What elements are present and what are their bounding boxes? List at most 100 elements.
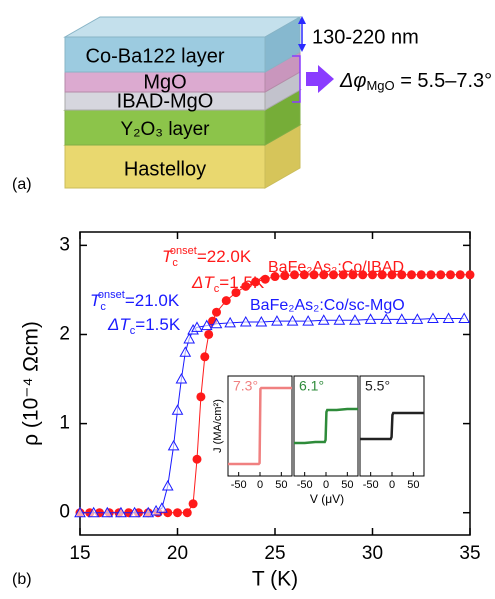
text-part: ΔT (107, 315, 131, 334)
data-point (319, 270, 329, 280)
data-point (338, 270, 348, 280)
data-point (407, 270, 416, 280)
data-point (200, 319, 213, 331)
text-part: c (100, 301, 106, 313)
x-tick-label: 50 (341, 479, 353, 491)
data-point (377, 270, 387, 280)
data-point (196, 392, 206, 402)
annotation: ΔTc=1.5K (191, 273, 265, 294)
data-point (239, 315, 252, 327)
text-part: =1.5K (135, 315, 181, 334)
data-point (156, 502, 168, 513)
data-point (101, 506, 114, 518)
layer-label: MgO (143, 71, 186, 93)
data-point (255, 315, 268, 327)
series-line (80, 317, 465, 514)
data-point (188, 499, 198, 509)
y-axis-label: J (MA/cm²) (212, 399, 224, 453)
text-part: c (214, 283, 220, 295)
text-part: c (172, 257, 178, 269)
text-part: ΔT (191, 273, 215, 292)
y-tick-label: 1 (59, 413, 70, 434)
data-point (427, 312, 439, 323)
data-point (251, 277, 260, 287)
data-point (465, 270, 475, 280)
data-point (458, 312, 470, 323)
data-point (191, 321, 203, 332)
data-point (442, 312, 455, 323)
panel-name: 5.5° (365, 378, 390, 394)
data-point (290, 270, 299, 280)
data-point (271, 315, 283, 326)
panel-label: (b) (12, 571, 32, 588)
data-point (286, 315, 299, 326)
x-tick-label: -50 (297, 479, 313, 491)
data-point (182, 508, 192, 518)
data-point (302, 315, 314, 326)
data-point (128, 506, 141, 518)
data-point (87, 506, 100, 518)
x-tick-label: 0 (323, 479, 329, 491)
data-point (309, 270, 319, 280)
annotation: Tconset=22.0K (162, 245, 252, 269)
data-point (200, 352, 210, 362)
text-part: Δφ (339, 70, 366, 92)
y-tick-label: 0 (59, 502, 70, 523)
data-point (167, 439, 180, 451)
data-point (212, 307, 221, 317)
data-point (395, 313, 408, 324)
annotation: Tconset=21.0K (90, 289, 180, 313)
data-point (204, 329, 214, 339)
data-point (224, 316, 236, 328)
text-part: c (130, 325, 136, 337)
x-tick-label: 30 (362, 543, 383, 564)
x-axis-label: V (μV) (310, 492, 344, 506)
data-point (411, 313, 424, 324)
data-point (446, 270, 455, 280)
text-part: onset (98, 289, 125, 301)
data-point (221, 296, 231, 306)
y-axis-label: ρ (10⁻⁴ Ωcm) (20, 321, 43, 446)
data-point (161, 479, 174, 491)
x-tick-label: -50 (363, 479, 379, 491)
data-point (299, 270, 309, 280)
data-point (426, 270, 436, 280)
x-tick-label: 15 (69, 543, 90, 564)
layer-label: Co-Ba122 layer (86, 45, 225, 67)
data-point (455, 270, 465, 280)
x-tick-label: 0 (257, 479, 263, 491)
data-point (368, 270, 377, 280)
legend-label: BaFe₂As₂:Co/sc-MgO (250, 297, 405, 314)
data-point (280, 271, 290, 281)
y-tick-label: 2 (59, 324, 70, 345)
data-point (260, 274, 270, 284)
series-line (294, 407, 358, 445)
panel-name: 7.3° (233, 378, 258, 394)
misorientation-label: ΔφMgO = 5.5–7.3° (339, 70, 492, 93)
data-point (317, 314, 330, 325)
data-point (171, 404, 184, 415)
layer-label: IBAD-MgO (117, 90, 214, 112)
annotation: ΔTc=1.5K (107, 315, 181, 336)
text-part: T (162, 247, 174, 266)
data-point (436, 270, 446, 280)
chart: 15 20 25 30 35 0 1 2 3 T (K) ρ (10⁻⁴ Ωcm) (b) BaFe₂A… (12, 231, 481, 591)
x-axis-label: T (K) (252, 568, 298, 591)
x-tick-label: 35 (459, 543, 480, 564)
data-point (210, 317, 223, 329)
data-point (358, 270, 368, 280)
data-point (349, 314, 361, 325)
data-point (333, 314, 346, 325)
data-point (74, 506, 86, 518)
text-part: onset (170, 245, 197, 257)
x-tick-label: 50 (275, 479, 287, 491)
x-tick-label: 0 (389, 479, 395, 491)
text-part: =1.5K (219, 273, 265, 292)
data-point (397, 270, 407, 280)
text-part: =22.0K (197, 247, 252, 266)
data-point (380, 313, 392, 324)
thickness-label: 130-220 nm (312, 26, 419, 48)
text-part: T (90, 291, 102, 310)
text-part: = 5.5–7.3° (395, 70, 493, 92)
